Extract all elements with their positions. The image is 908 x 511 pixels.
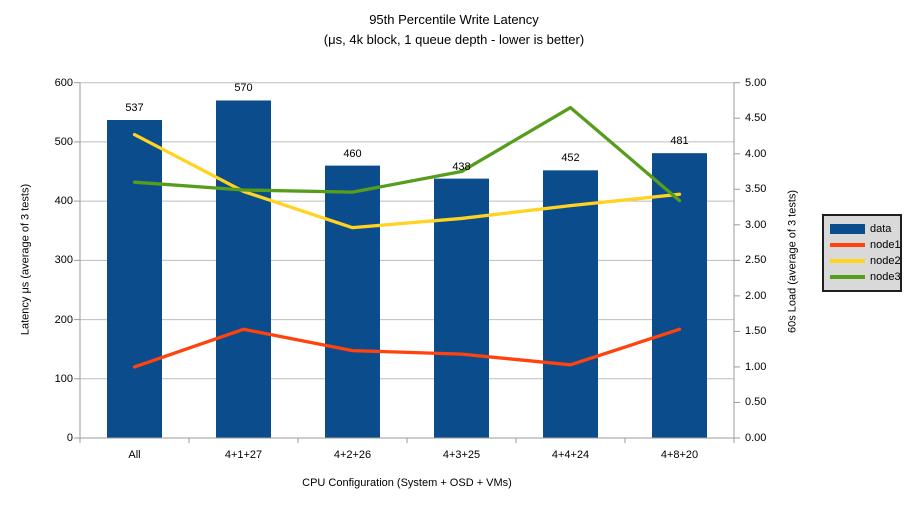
node3-line: [132, 105, 682, 203]
bar-4+2+26: [325, 165, 380, 438]
bar-4+3+25: [434, 178, 489, 439]
node2-line: [132, 132, 682, 230]
legend-item-node2: node2: [830, 255, 901, 267]
legend-label: data: [870, 223, 892, 235]
legend-item-node1: node1: [830, 239, 901, 251]
bar-4+1+27: [216, 100, 271, 438]
legend-item-node3: node3: [830, 271, 901, 283]
legend-label: node3: [870, 271, 901, 283]
legend-label: node1: [870, 239, 901, 251]
bar-4+4+24: [543, 170, 598, 438]
node1-line: [132, 327, 682, 369]
node3-swatch-icon: [830, 275, 865, 279]
node1-swatch-icon: [830, 243, 865, 247]
legend-label: node2: [870, 255, 901, 267]
legend-item-data: data: [830, 223, 895, 235]
legend: data node1 node2 node3: [822, 214, 902, 292]
bar-All: [107, 120, 162, 438]
data-swatch-icon: [830, 224, 865, 234]
node2-swatch-icon: [830, 259, 865, 263]
